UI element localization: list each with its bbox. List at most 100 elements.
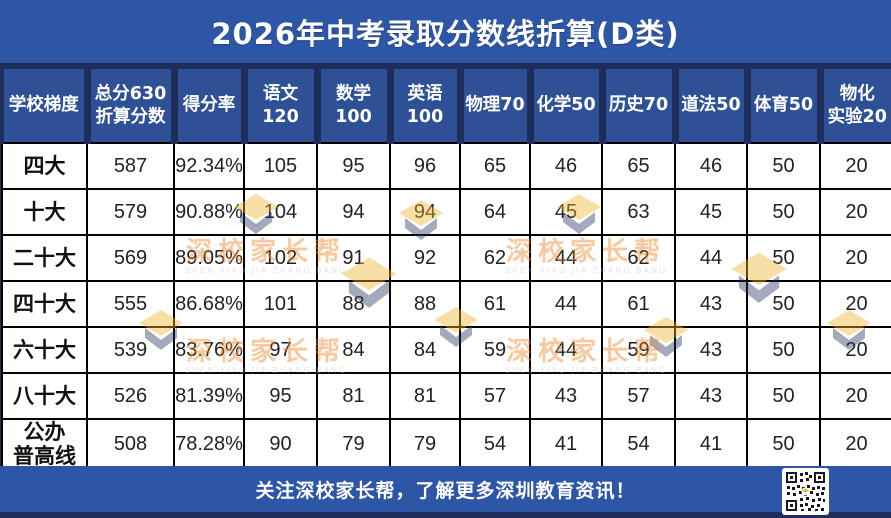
score-cell: 62 xyxy=(601,234,676,282)
score-cell: 95 xyxy=(316,142,391,190)
qr-code-icon xyxy=(782,468,829,515)
row-label: 二十大 xyxy=(1,234,88,282)
column-header-experiment: 物化 实验20 xyxy=(816,63,891,144)
score-cell: 508 xyxy=(86,417,175,471)
score-cell: 57 xyxy=(459,372,531,420)
score-cell: 587 xyxy=(86,142,175,190)
title-bar: 2026年中考录取分数线折算(D类) xyxy=(0,0,891,63)
column-header-physics: 物理70 xyxy=(456,63,534,144)
score-cell: 20 xyxy=(819,372,891,420)
score-cell: 88 xyxy=(389,280,461,328)
score-cell: 579 xyxy=(86,188,175,236)
score-cell: 61 xyxy=(601,280,676,328)
score-cell: 94 xyxy=(389,188,461,236)
score-cell: 81 xyxy=(316,372,391,420)
score-cell: 45 xyxy=(674,188,748,236)
column-header-english: 英语 100 xyxy=(386,63,464,144)
score-cell: 63 xyxy=(601,188,676,236)
score-cell: 96 xyxy=(389,142,461,190)
score-cell: 46 xyxy=(529,142,603,190)
score-cell: 50 xyxy=(746,372,821,420)
score-cell: 44 xyxy=(529,234,603,282)
score-cell: 54 xyxy=(601,417,676,471)
row-label: 四大 xyxy=(1,142,88,190)
score-cell: 90 xyxy=(243,417,318,471)
score-cell: 50 xyxy=(746,280,821,328)
score-cell: 44 xyxy=(529,280,603,328)
column-header-math: 数学 100 xyxy=(313,63,394,144)
header-row: 学校梯度 总分630 折算分数 得分率 语文 120 数学 100 英语 100… xyxy=(0,63,891,144)
column-header-chemistry: 化学50 xyxy=(526,63,606,144)
score-cell: 50 xyxy=(746,188,821,236)
score-cell: 43 xyxy=(674,280,748,328)
table-row: 十大 579 90.88% 104 94 94 64 45 63 45 50 20 xyxy=(1,188,891,236)
score-cell: 50 xyxy=(746,417,821,471)
score-cell: 50 xyxy=(746,142,821,190)
score-cell: 84 xyxy=(316,326,391,374)
score-cell: 44 xyxy=(529,326,603,374)
score-cell: 81 xyxy=(389,372,461,420)
score-cell: 102 xyxy=(243,234,318,282)
score-cell: 539 xyxy=(86,326,175,374)
score-cell: 101 xyxy=(243,280,318,328)
table-row: 六十大 539 83.76% 97 84 84 59 44 59 43 50 20 xyxy=(1,326,891,374)
table-row: 公办 普高线 508 78.28% 90 79 79 54 41 54 41 50 20 xyxy=(1,417,891,471)
score-cell: 79 xyxy=(316,417,391,471)
score-cell: 86.68% xyxy=(173,280,245,328)
score-cell: 95 xyxy=(243,372,318,420)
score-cell: 105 xyxy=(243,142,318,190)
row-label: 公办 普高线 xyxy=(1,417,88,471)
score-cell: 43 xyxy=(674,372,748,420)
column-header-chinese: 语文 120 xyxy=(240,63,321,144)
score-cell: 59 xyxy=(459,326,531,374)
score-cell: 65 xyxy=(601,142,676,190)
table-body: 四大 587 92.34% 105 95 96 65 46 65 46 50 20 十大 579 90.88… xyxy=(1,142,891,471)
score-cell: 555 xyxy=(86,280,175,328)
score-cell: 92 xyxy=(389,234,461,282)
score-cell: 61 xyxy=(459,280,531,328)
score-cell: 20 xyxy=(819,280,891,328)
page-title: 2026年中考录取分数线折算(D类) xyxy=(211,16,680,51)
column-header-morality: 道法50 xyxy=(671,63,751,144)
score-cell: 88 xyxy=(316,280,391,328)
row-label: 六十大 xyxy=(1,326,88,374)
column-header-history: 历史70 xyxy=(598,63,679,144)
score-cell: 41 xyxy=(529,417,603,471)
table-row: 八十大 526 81.39% 95 81 81 57 43 57 43 50 20 xyxy=(1,372,891,420)
score-cell: 65 xyxy=(459,142,531,190)
table-row: 四十大 555 86.68% 101 88 88 61 44 61 43 50 20 xyxy=(1,280,891,328)
score-cell: 90.88% xyxy=(173,188,245,236)
score-cell: 20 xyxy=(819,142,891,190)
row-label: 八十大 xyxy=(1,372,88,420)
score-table: 学校梯度 总分630 折算分数 得分率 语文 120 数学 100 英语 100… xyxy=(0,63,891,471)
score-cell: 62 xyxy=(459,234,531,282)
row-label: 十大 xyxy=(1,188,88,236)
score-cell: 20 xyxy=(819,234,891,282)
score-cell: 64 xyxy=(459,188,531,236)
score-cell: 20 xyxy=(819,326,891,374)
column-header-school-tier: 学校梯度 xyxy=(0,63,91,144)
table-row: 四大 587 92.34% 105 95 96 65 46 65 46 50 20 xyxy=(1,142,891,190)
score-cell: 81.39% xyxy=(173,372,245,420)
footer-text: 关注深校家长帮，了解更多深圳教育资讯！ xyxy=(255,479,636,502)
column-header-total-630: 总分630 折算分数 xyxy=(83,63,178,144)
footer-bar: 关注深校家长帮，了解更多深圳教育资讯！ xyxy=(0,466,891,512)
score-cell: 46 xyxy=(674,142,748,190)
score-cell: 54 xyxy=(459,417,531,471)
score-cell: 94 xyxy=(316,188,391,236)
score-cell: 59 xyxy=(601,326,676,374)
score-cell: 83.76% xyxy=(173,326,245,374)
score-cell: 43 xyxy=(674,326,748,374)
score-cell: 78.28% xyxy=(173,417,245,471)
score-cell: 50 xyxy=(746,326,821,374)
score-cell: 84 xyxy=(389,326,461,374)
score-cell: 43 xyxy=(529,372,603,420)
score-cell: 91 xyxy=(316,234,391,282)
score-cell: 89.05% xyxy=(173,234,245,282)
row-label: 四十大 xyxy=(1,280,88,328)
score-cell: 569 xyxy=(86,234,175,282)
score-cell: 41 xyxy=(674,417,748,471)
score-cell: 45 xyxy=(529,188,603,236)
score-cell: 44 xyxy=(674,234,748,282)
